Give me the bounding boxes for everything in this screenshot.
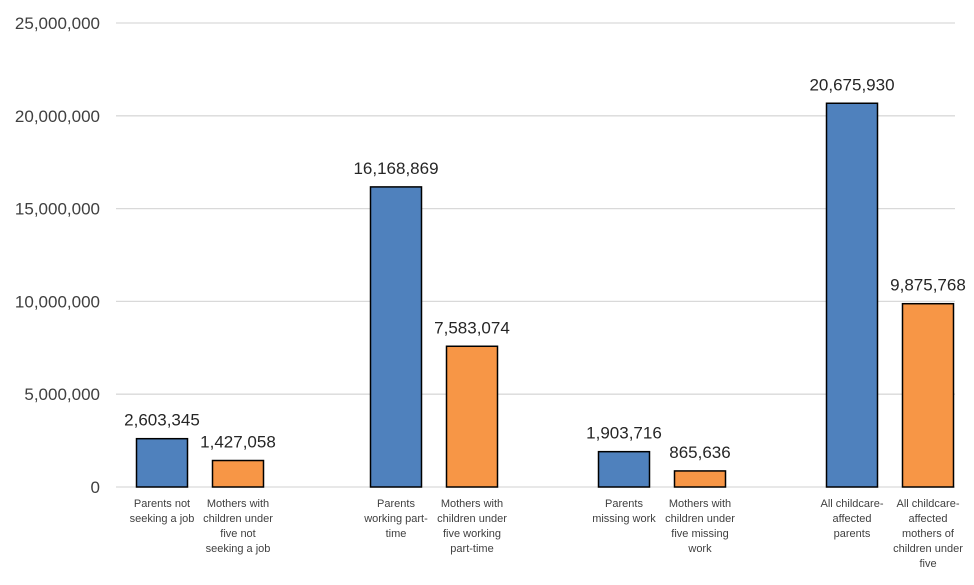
x-category-label: Parents not seeking a job <box>130 498 195 525</box>
x-category-label-line: children under <box>893 543 963 555</box>
x-category-label-line: mothers of <box>902 528 955 540</box>
x-category-label-line: Parents not <box>134 498 190 510</box>
data-label: 9,875,768 <box>890 276 966 295</box>
x-category-label-line: Mothers with <box>669 498 731 510</box>
x-category-label-line: seeking a job <box>130 513 195 525</box>
x-category-label-line: missing work <box>592 513 656 525</box>
data-label: 1,903,716 <box>586 424 662 443</box>
y-tick-label: 5,000,000 <box>24 385 100 404</box>
x-category-label-line: time <box>386 528 407 540</box>
x-category-label-line: five <box>919 558 936 570</box>
x-category-label: All childcare-affected parents <box>821 498 884 540</box>
gridlines <box>116 22 955 488</box>
bar-mothers <box>445 345 499 488</box>
x-category-label-line: five working <box>443 528 501 540</box>
x-category-label: Mothers with children under five missing wo… <box>665 498 735 555</box>
x-category-label-line: work <box>687 543 712 555</box>
x-category-label-line: All childcare- <box>821 498 884 510</box>
data-label: 865,636 <box>669 443 730 462</box>
x-category-label: All childcare-affected mothers of children… <box>893 498 963 570</box>
x-category-label-line: five not <box>220 528 255 540</box>
y-tick-label: 20,000,000 <box>15 107 100 126</box>
x-category-label: Mothers with children under five working pa… <box>437 498 507 555</box>
x-category-label-line: All childcare- <box>897 498 960 510</box>
x-category-label-line: affected <box>833 513 872 525</box>
data-label: 16,168,869 <box>353 159 438 178</box>
bar-mothers <box>673 470 727 488</box>
data-label: 1,427,058 <box>200 433 276 452</box>
y-tick-label: 15,000,000 <box>15 200 100 219</box>
x-category-label-line: Mothers with <box>441 498 503 510</box>
bar-parents <box>825 102 879 488</box>
x-category-label-line: children under <box>437 513 507 525</box>
x-category-label: Parents working part-time <box>363 498 428 540</box>
data-label: 20,675,930 <box>809 75 894 94</box>
x-category-label: Parents missing work <box>592 498 656 525</box>
x-category-label-line: seeking a job <box>206 543 271 555</box>
x-category-label-line: children under <box>203 513 273 525</box>
bars <box>135 102 955 488</box>
y-tick-label: 0 <box>91 478 100 497</box>
x-category-label-line: five missing <box>671 528 728 540</box>
x-category-label-line: part-time <box>450 543 493 555</box>
bar-parents <box>369 186 423 488</box>
bar-parents <box>135 437 189 488</box>
data-label: 7,583,074 <box>434 318 510 337</box>
y-axis-tick-labels: 0 5,000,000 10,000,000 15,000,000 20,000,000… <box>15 14 100 497</box>
data-label: 2,603,345 <box>124 411 200 430</box>
x-category-label-line: Parents <box>605 498 643 510</box>
bar-parents <box>597 450 651 488</box>
y-tick-label: 25,000,000 <box>15 14 100 33</box>
x-category-label-line: Mothers with <box>207 498 269 510</box>
y-tick-label: 10,000,000 <box>15 292 100 311</box>
x-category-label-line: Parents <box>377 498 415 510</box>
x-category-label: Mothers with children under five not seekin… <box>203 498 273 555</box>
bar-mothers <box>211 459 265 488</box>
x-category-label-line: children under <box>665 513 735 525</box>
x-axis-category-labels: Parents not seeking a job Mothers with chil… <box>130 498 964 570</box>
x-category-label-line: working part- <box>363 513 428 525</box>
x-category-label-line: affected <box>909 513 948 525</box>
bar-mothers <box>901 302 955 488</box>
x-category-label-line: parents <box>834 528 871 540</box>
